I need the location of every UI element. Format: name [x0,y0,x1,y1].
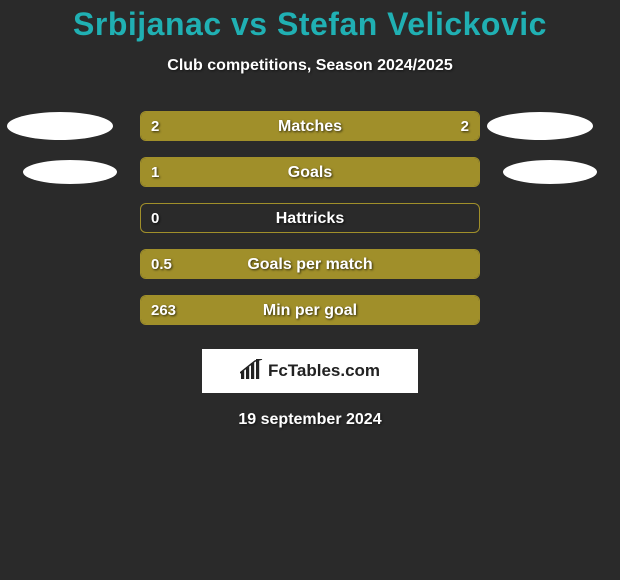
subtitle: Club competitions, Season 2024/2025 [0,57,620,75]
title-block: Srbijanac vs Stefan Velickovic Club comp… [0,0,620,75]
left-ellipse [7,112,113,140]
brand-text: FcTables.com [268,361,380,381]
vs-text: vs [231,6,268,42]
right-ellipse [487,112,593,140]
stat-bar: 0Hattricks [140,203,480,233]
comparison-title: Srbijanac vs Stefan Velickovic [0,6,620,43]
stat-row: 22Matches [0,103,620,149]
stat-bar: 22Matches [140,111,480,141]
stat-label: Min per goal [141,296,479,324]
stat-bar: 263Min per goal [140,295,480,325]
stats-block: 22Matches 1Goals 0Hattricks 0.5Goals per ma… [0,103,620,333]
brand-chart-icon [240,359,264,384]
player1-name: Srbijanac [73,6,222,42]
stat-bar: 0.5Goals per match [140,249,480,279]
stat-bar: 1Goals [140,157,480,187]
stat-label: Goals [141,158,479,186]
date-line: 19 september 2024 [0,411,620,429]
stat-row: 1Goals [0,149,620,195]
stat-label: Hattricks [141,204,479,232]
stat-row: 263Min per goal [0,287,620,333]
player2-name: Stefan Velickovic [277,6,547,42]
right-ellipse [503,160,597,184]
stat-label: Goals per match [141,250,479,278]
stat-row: 0.5Goals per match [0,241,620,287]
stat-label: Matches [141,112,479,140]
stat-row: 0Hattricks [0,195,620,241]
left-ellipse [23,160,117,184]
brand-box[interactable]: FcTables.com [202,349,418,393]
